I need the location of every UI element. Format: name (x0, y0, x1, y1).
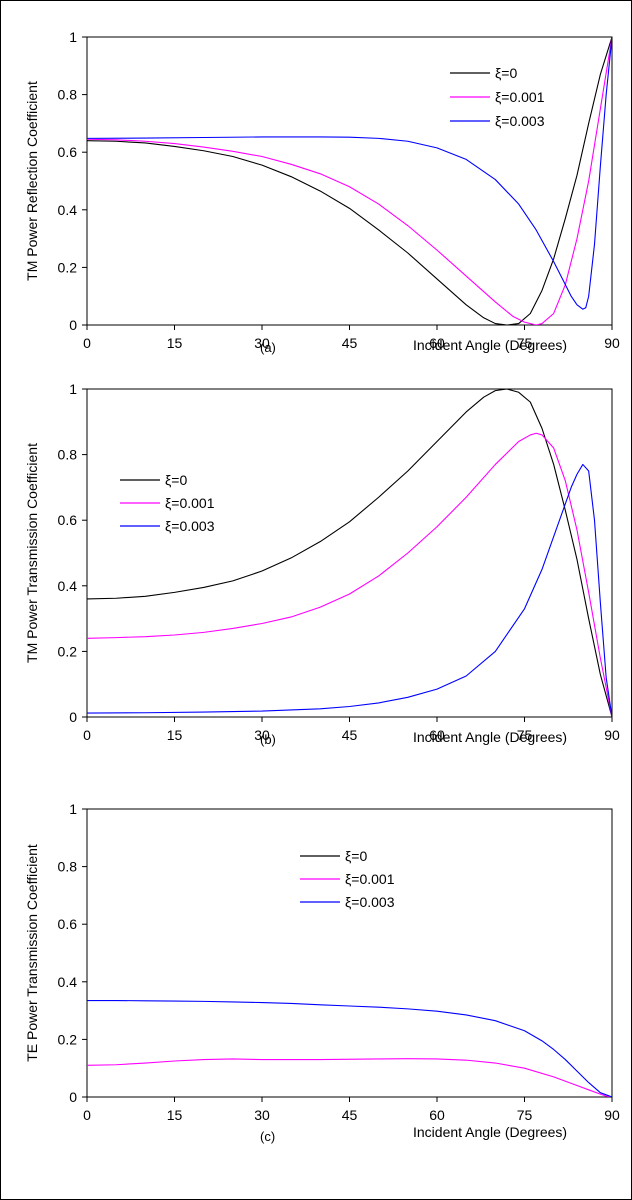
y-axis-title: TE Power Transmission Coefficient (24, 844, 40, 1062)
x-tick-label: 45 (342, 727, 358, 743)
legend-label: ξ=0.001 (495, 89, 545, 105)
series-line-3 (87, 36, 612, 310)
y-tick-label: 0.2 (58, 1031, 78, 1047)
y-tick-label: 0.4 (58, 578, 78, 594)
legend-label: ξ=0.003 (165, 518, 215, 534)
x-tick-label: 0 (83, 335, 91, 351)
x-tick-label: 45 (342, 335, 358, 351)
chart-panel-a: 0 15 30 45 60 75 90 0 0.2 0.4 0.6 0.8 1 TM Power Refl… (24, 29, 620, 355)
y-tick-label: 0.8 (58, 859, 78, 875)
chart-panel-c: 0 15 30 45 60 75 90 0 0.2 0.4 0.6 0.8 1 TE Power Tran… (24, 801, 620, 1144)
y-tick-label: 0 (69, 709, 77, 725)
x-tick-label: 15 (167, 335, 183, 351)
x-tick-label: 75 (517, 335, 533, 351)
legend-label: ξ=0 (495, 65, 517, 81)
series-line-3 (87, 999, 612, 1097)
y-axis-title: TM Power Reflection Coefficient (24, 81, 40, 281)
y-tick-label: 0.6 (58, 916, 78, 932)
legend-label: ξ=0 (345, 848, 367, 864)
x-tick-label: 0 (83, 727, 91, 743)
legend-label: ξ=0.003 (495, 113, 545, 129)
x-tick-label: 15 (167, 1107, 183, 1123)
x-tick-label: 90 (604, 1107, 620, 1123)
panel-label: (c) (260, 1129, 275, 1144)
x-tick-label: 60 (429, 727, 445, 743)
y-tick-label: 0.8 (58, 447, 78, 463)
plot-area-frame (86, 388, 613, 718)
series-line-1 (87, 388, 612, 717)
legend-label: ξ=0.001 (345, 871, 395, 887)
series-line-2 (87, 36, 612, 325)
y-axis-title: TM Power Transmission Coefficient (24, 443, 40, 663)
legend-label: ξ=0.001 (165, 495, 215, 511)
x-tick-label: 15 (167, 727, 183, 743)
chart-panel-b: 0 15 30 45 60 75 90 0 0.2 0.4 0.6 0.8 1 TM Power Tran… (24, 381, 620, 747)
x-tick-label: 60 (429, 1107, 445, 1123)
series-line-3 (87, 463, 612, 717)
x-axis-title: Incident Angle (Degrees) (413, 1124, 567, 1140)
x-axis-title: Incident Angle (Degrees) (413, 337, 567, 353)
y-tick-label: 0.6 (58, 512, 78, 528)
y-tick-label: 0.6 (58, 144, 78, 160)
x-axis-title: Incident Angle (Degrees) (413, 729, 567, 745)
panel-label: (a) (260, 340, 276, 355)
plot-area-frame (86, 36, 613, 326)
y-tick-label: 0.4 (58, 974, 78, 990)
y-tick-label: 0 (69, 1089, 77, 1105)
x-tick-label: 90 (604, 335, 620, 351)
series-line-2 (87, 432, 612, 717)
x-tick-label: 75 (517, 727, 533, 743)
y-tick-label: 0.4 (58, 202, 78, 218)
x-tick-label: 45 (342, 1107, 358, 1123)
x-tick-label: 60 (429, 335, 445, 351)
y-tick-label: 1 (69, 801, 77, 817)
x-tick-label: 30 (254, 335, 270, 351)
x-tick-label: 30 (254, 1107, 270, 1123)
y-tick-label: 0.2 (58, 643, 78, 659)
y-tick-label: 0 (69, 317, 77, 333)
y-tick-label: 0.8 (58, 87, 78, 103)
y-tick-label: 1 (69, 381, 77, 397)
series-line-1 (87, 36, 612, 325)
legend-label: ξ=0 (165, 472, 187, 488)
y-tick-label: 0.2 (58, 259, 78, 275)
legend: ξ=0 ξ=0.001 ξ=0.003 (300, 848, 395, 910)
legend-label: ξ=0.003 (345, 894, 395, 910)
x-tick-label: 90 (604, 727, 620, 743)
series-line-2 (87, 1058, 612, 1097)
x-tick-label: 0 (83, 1107, 91, 1123)
legend: ξ=0 ξ=0.001 ξ=0.003 (450, 65, 545, 129)
x-tick-label: 30 (254, 727, 270, 743)
x-tick-label: 75 (517, 1107, 533, 1123)
panel-label: (b) (260, 732, 276, 747)
legend: ξ=0 ξ=0.001 ξ=0.003 (120, 472, 215, 534)
y-tick-label: 1 (69, 29, 77, 45)
